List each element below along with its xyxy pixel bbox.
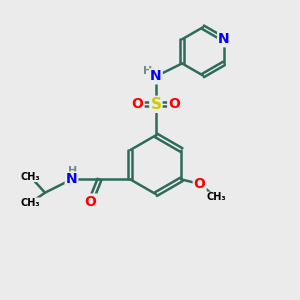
Text: N: N <box>150 69 162 83</box>
Text: H: H <box>68 166 78 176</box>
Text: O: O <box>85 194 97 208</box>
Text: N: N <box>218 32 230 46</box>
Text: S: S <box>150 97 161 112</box>
Text: CH₃: CH₃ <box>206 192 226 202</box>
Text: H: H <box>143 66 152 76</box>
Text: CH₃: CH₃ <box>20 172 40 182</box>
Text: O: O <box>168 98 180 111</box>
Text: O: O <box>194 177 206 191</box>
Text: N: N <box>66 172 77 186</box>
Text: CH₃: CH₃ <box>20 198 40 208</box>
Text: O: O <box>132 98 144 111</box>
